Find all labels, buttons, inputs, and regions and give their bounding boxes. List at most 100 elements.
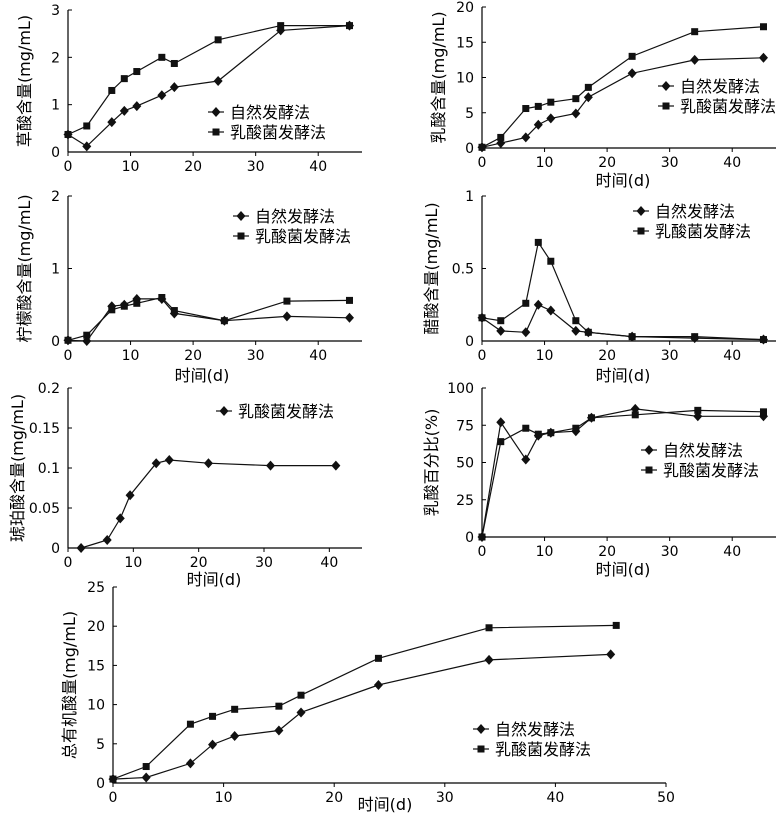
legend-label: 自然发酵法 — [495, 720, 575, 739]
data-point-marker — [534, 430, 542, 438]
data-point-marker — [497, 438, 505, 446]
data-point-marker — [170, 59, 178, 67]
data-point-marker — [64, 336, 72, 344]
data-point-marker — [606, 649, 616, 660]
data-point-marker — [344, 312, 354, 323]
legend-label: 自然发酵法 — [655, 202, 735, 221]
data-point-marker — [694, 406, 702, 414]
data-point-marker — [185, 758, 195, 769]
x-tick-label: 10 — [124, 555, 142, 571]
data-point-marker — [345, 296, 353, 304]
x-axis-label: 时间(d) — [596, 171, 651, 190]
x-tick-label: 30 — [661, 544, 679, 560]
y-tick-label: 15 — [87, 658, 105, 674]
data-point-marker — [572, 317, 580, 325]
y-tick-label: 0 — [465, 141, 474, 157]
x-tick-label: 30 — [247, 348, 265, 364]
x-tick-label: 0 — [64, 555, 73, 571]
data-point-marker — [587, 414, 595, 422]
data-point-marker — [691, 333, 699, 341]
data-point-marker — [345, 22, 353, 30]
y-tick-label: 100 — [447, 381, 474, 397]
data-point-marker — [584, 83, 592, 91]
y-tick-label: 10 — [456, 71, 474, 87]
x-tick-label: 10 — [122, 348, 140, 364]
data-point-marker — [120, 302, 128, 310]
data-point-marker — [373, 680, 383, 690]
data-point-marker — [484, 654, 494, 665]
data-point-marker — [521, 327, 531, 338]
data-point-marker — [64, 130, 72, 138]
data-point-marker — [631, 411, 639, 419]
data-point-marker — [220, 317, 228, 325]
y-tick-label: 75 — [456, 418, 474, 434]
x-tick-label: 0 — [64, 159, 73, 175]
data-point-marker — [119, 105, 129, 116]
data-point-marker — [331, 460, 341, 471]
data-point-marker — [170, 307, 178, 315]
data-point-marker — [107, 117, 117, 128]
legend-marker — [644, 445, 654, 455]
data-point-marker — [759, 336, 767, 344]
y-tick-label: 0 — [465, 334, 474, 350]
data-point-marker — [169, 82, 179, 93]
x-tick-label: 50 — [657, 790, 675, 806]
chart-panel-lactic_pct: 0 10 20 30 40 0 25 50 75 100 乳酸百分比(%) 时间(d) 自然发酵法乳酸菌… — [422, 381, 776, 579]
legend-label: 乳酸菌发酵法 — [255, 227, 351, 246]
y-tick-label: 1 — [51, 98, 60, 114]
data-point-marker — [534, 238, 542, 246]
legend-marker — [645, 466, 653, 474]
data-point-marker — [485, 624, 493, 632]
x-tick-label: 30 — [436, 790, 454, 806]
data-point-marker — [158, 294, 166, 301]
data-point-marker — [478, 533, 486, 541]
x-tick-label: 40 — [309, 348, 327, 364]
y-axis-label: 乳酸百分比(%) — [422, 409, 441, 517]
data-point-marker — [521, 132, 531, 143]
data-point-marker — [374, 654, 382, 662]
y-tick-label: 2 — [51, 189, 60, 205]
x-tick-label: 40 — [309, 159, 327, 175]
data-point-marker — [296, 707, 306, 718]
x-tick-label: 40 — [320, 555, 338, 571]
x-axis-label: 时间(d) — [596, 560, 651, 579]
data-point-marker — [690, 54, 700, 65]
series-line-2 — [67, 296, 350, 341]
data-point-marker — [158, 53, 166, 61]
x-axis-label: 时间(d) — [358, 795, 413, 814]
legend-marker — [237, 232, 245, 240]
series-line-2 — [67, 25, 350, 136]
legend-marker — [211, 107, 221, 117]
x-tick-label: 30 — [255, 555, 273, 571]
legend-label: 自然发酵法 — [680, 77, 760, 96]
data-point-marker — [628, 333, 636, 341]
data-point-marker — [213, 76, 223, 86]
data-point-marker — [522, 105, 530, 113]
x-tick-label: 10 — [536, 544, 554, 560]
y-axis-label: 醋酸含量(mg/mL) — [422, 202, 441, 334]
y-tick-label: 15 — [456, 35, 474, 51]
data-point-marker — [584, 328, 592, 336]
data-point-marker — [133, 68, 141, 76]
legend-marker — [636, 206, 646, 216]
data-point-marker — [115, 513, 125, 524]
data-point-marker — [478, 314, 486, 322]
data-point-marker — [297, 691, 305, 699]
series-line-2 — [112, 624, 617, 780]
data-point-marker — [547, 429, 555, 437]
y-axis-label: 琥珀酸含量(mg/mL) — [8, 394, 27, 542]
x-tick-label: 20 — [325, 790, 343, 806]
data-point-marker — [496, 325, 506, 336]
series-line-1 — [112, 653, 611, 780]
data-point-marker — [546, 113, 556, 124]
x-tick-label: 10 — [215, 790, 233, 806]
data-point-marker — [277, 22, 285, 30]
legend-marker — [212, 128, 220, 136]
data-point-marker — [497, 133, 505, 141]
data-point-marker — [266, 460, 276, 471]
y-tick-label: 1 — [51, 262, 60, 278]
x-tick-label: 20 — [598, 544, 616, 560]
